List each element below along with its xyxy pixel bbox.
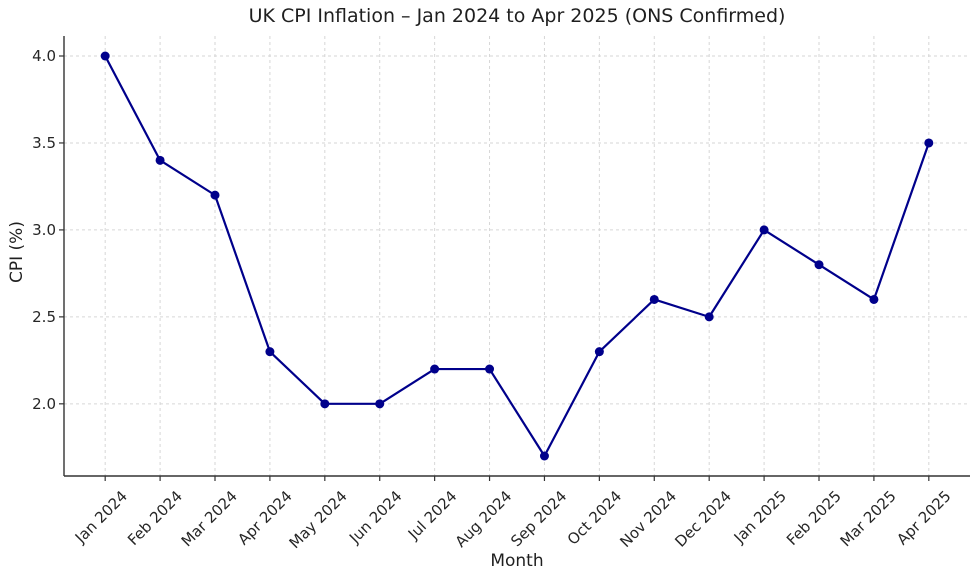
data-point: [869, 294, 879, 304]
y-tick-label: 3.5: [32, 134, 56, 152]
x-axis-label: Month: [490, 551, 544, 571]
x-tick-label: Mar 2025: [837, 487, 900, 550]
data-point: [265, 347, 275, 357]
chart-title: UK CPI Inflation – Jan 2024 to Apr 2025 …: [248, 5, 786, 27]
x-tick-label: Feb 2025: [783, 487, 845, 549]
y-tick-label: 2.0: [32, 395, 56, 413]
y-tick-label: 3.0: [32, 221, 56, 239]
y-tick-label: 4.0: [32, 47, 56, 65]
x-tick-label: Oct 2024: [564, 487, 625, 548]
data-point: [759, 225, 769, 235]
x-tick-label: Mar 2024: [178, 487, 241, 550]
data-point: [375, 399, 385, 409]
series-line: [104, 55, 930, 458]
x-tick-label: Aug 2024: [452, 487, 516, 551]
x-tick-label: Jun 2024: [345, 487, 405, 547]
data-point: [649, 294, 659, 304]
data-point: [485, 364, 495, 374]
data-point: [320, 399, 330, 409]
x-tick-label: Jan 2024: [71, 487, 131, 547]
y-axis-label: CPI (%): [7, 221, 27, 283]
data-point: [924, 138, 934, 148]
data-point: [704, 312, 714, 322]
x-tick-label: Apr 2025: [893, 487, 954, 548]
x-tick-label: Dec 2024: [671, 487, 735, 551]
x-tick-label: Sep 2024: [507, 487, 570, 550]
x-tick-label: Jul 2024: [404, 487, 461, 544]
data-point: [539, 451, 549, 461]
data-point: [594, 347, 604, 357]
x-tick-label: Feb 2024: [124, 487, 186, 549]
data-point: [155, 155, 165, 165]
y-tick-label: 2.5: [32, 308, 56, 326]
data-point: [100, 51, 110, 61]
data-point: [430, 364, 440, 374]
data-point: [814, 260, 824, 270]
data-point: [210, 190, 220, 200]
x-tick-label: Jan 2025: [730, 487, 790, 547]
x-tick-label: May 2024: [286, 487, 351, 552]
x-tick-label: Nov 2024: [616, 487, 680, 551]
